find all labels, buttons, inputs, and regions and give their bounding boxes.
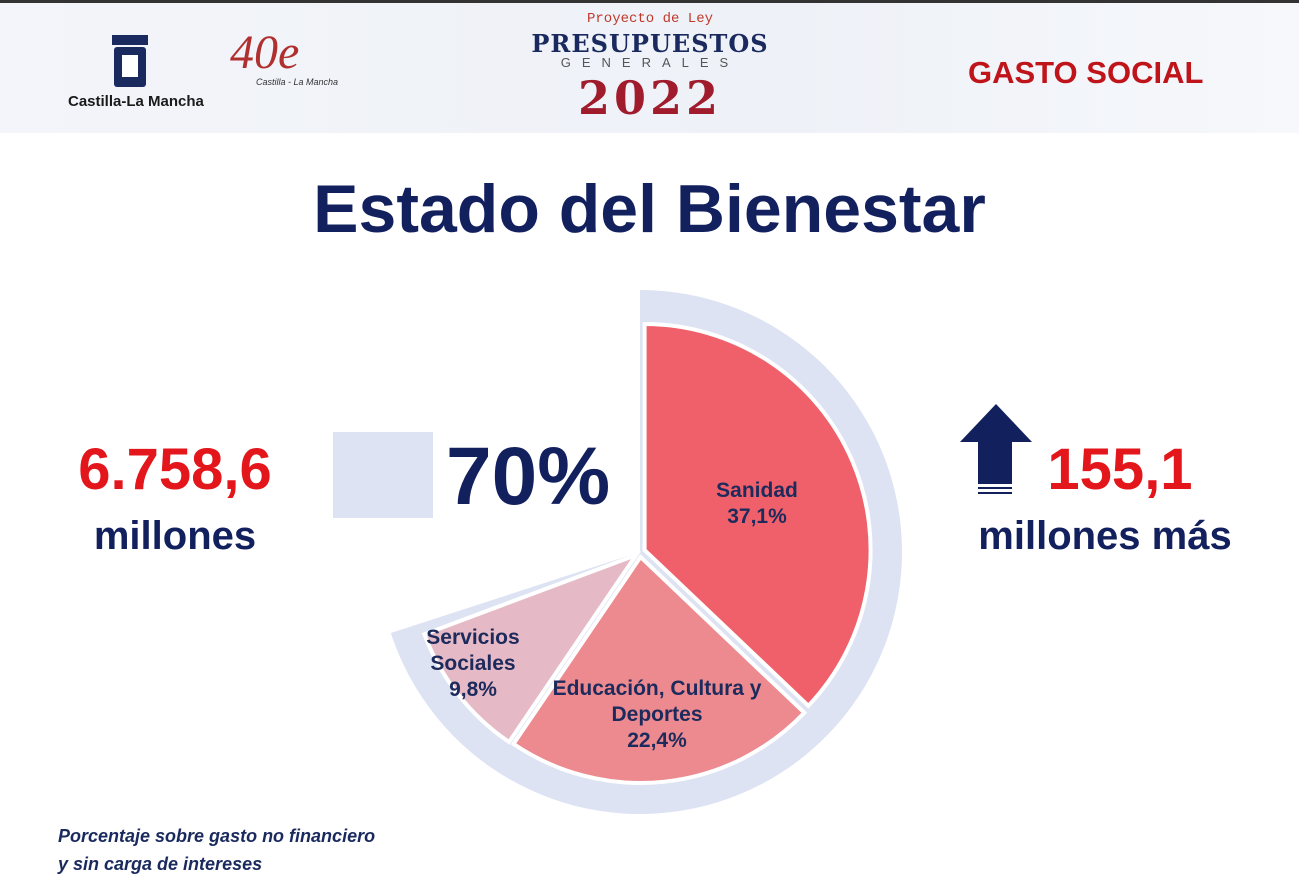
pie-slice [642,322,873,709]
slice-label: Educación, Cultura y Deportes 22,4% [537,676,777,754]
budget-year: 2022 [577,71,723,125]
section-title: GASTO SOCIAL [968,55,1204,90]
footnote: Porcentaje sobre gasto no financiero y s… [58,822,375,878]
slice-name: Servicios Sociales [426,626,520,675]
slice-value: 9,8% [449,678,497,701]
budget-subtitle: GENERALES [560,55,740,70]
legend-swatch [333,432,433,518]
footnote-line: Porcentaje sobre gasto no financiero [58,826,376,846]
total-unit: millones [93,514,257,558]
slice-name: Educación, Cultura y Deportes [552,677,762,726]
header: Castilla-La Mancha 40e Castilla - La Man… [0,0,1299,133]
anniversary-subtitle: Castilla - La Mancha [256,77,339,87]
pie-slice [421,551,642,745]
slide-title: Estado del Bienestar [313,171,986,247]
slice-label: Sanidad 37,1% [687,478,827,530]
slice-name: Sanidad [716,479,798,502]
increase-amount: 155,1 [1047,437,1193,502]
slice-value: 22,4% [627,729,687,752]
up-arrow [960,404,1032,484]
pie-slice [510,553,808,785]
increase-unit: millones más [978,514,1232,558]
total-amount: 6.758,6 [78,437,272,502]
slice-label: Servicios Sociales 9,8% [418,625,528,703]
slice-value: 37,1% [727,505,787,528]
footnote-line: y sin carga de intereses [58,854,263,874]
total-share: 70% [446,431,611,522]
crest [112,35,148,87]
anniversary-logo: 40e [230,26,300,79]
project: Proyecto de Ley [586,11,714,27]
budget-title: PRESUPUESTOS [531,29,769,58]
region-name: Castilla-La Mancha [68,93,204,110]
